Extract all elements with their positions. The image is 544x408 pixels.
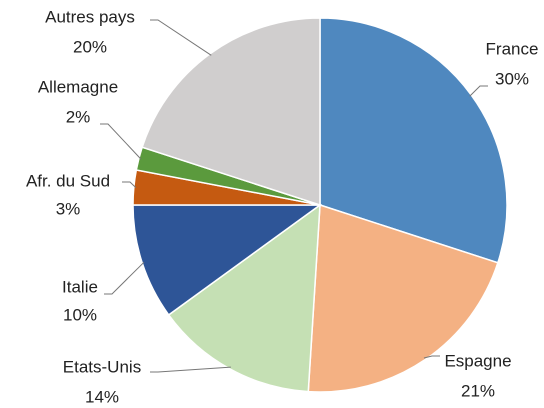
leader-line xyxy=(122,181,137,188)
slice-value-label: 10% xyxy=(63,305,97,324)
slice-label: Allemagne xyxy=(38,77,118,96)
slice-value-label: 21% xyxy=(461,381,495,400)
slice-label: Italie xyxy=(62,277,98,296)
slice-label: Espagne xyxy=(444,351,511,370)
leader-line xyxy=(150,366,231,373)
leader-line xyxy=(104,261,145,295)
leader-line xyxy=(150,19,212,56)
slice-label: France xyxy=(486,39,539,58)
slice-value-label: 2% xyxy=(66,107,91,126)
pie-slice xyxy=(167,203,321,393)
slice-label: Autres pays xyxy=(45,7,135,26)
slice-label: Etats-Unis xyxy=(63,357,141,376)
pie-slice xyxy=(141,17,321,207)
slice-label: Afr. du Sud xyxy=(26,171,110,190)
pie-slice xyxy=(132,204,323,316)
slice-value-label: 30% xyxy=(495,69,529,88)
slice-value-label: 3% xyxy=(56,199,81,218)
slice-value-label: 20% xyxy=(73,37,107,56)
slice-value-label: 14% xyxy=(85,387,119,406)
leader-line xyxy=(100,123,142,160)
leader-line xyxy=(423,355,440,359)
leader-line xyxy=(469,85,488,97)
pie-slice xyxy=(307,203,499,393)
